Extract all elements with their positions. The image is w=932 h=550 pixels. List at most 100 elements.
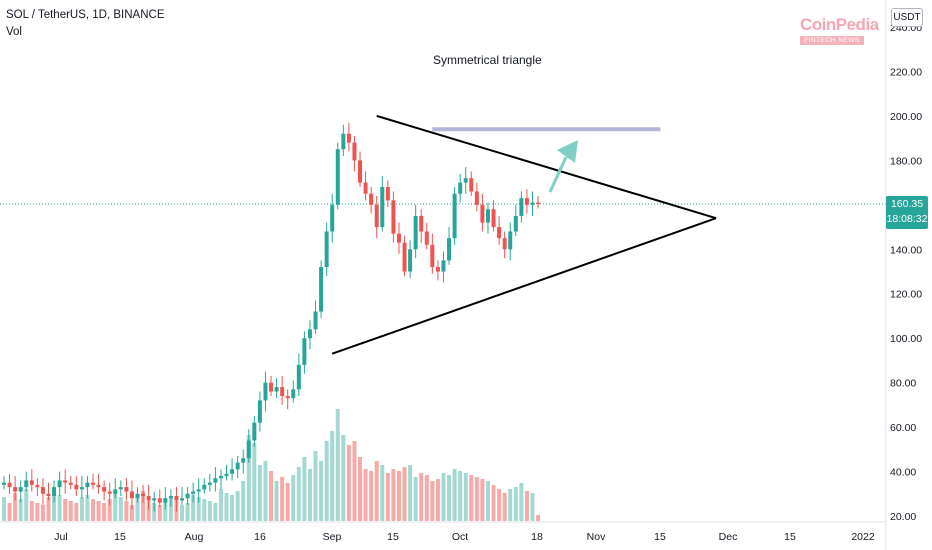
volume-bar (302, 457, 307, 521)
candle (524, 189, 529, 214)
candle (13, 475, 18, 501)
volume-bar (157, 505, 162, 521)
price-tick-label: 140.00 (890, 244, 922, 256)
candle-body (135, 493, 140, 499)
price-tick-label: 40.00 (890, 467, 916, 479)
candle (319, 260, 324, 319)
price-tick-label: 120.00 (890, 289, 922, 301)
volume-bar (430, 481, 435, 521)
breakout-arrow (548, 140, 578, 193)
candle (530, 191, 535, 216)
candle-body (2, 482, 6, 485)
candle (369, 187, 374, 214)
candle-body (107, 491, 112, 494)
currency-unit-badge[interactable]: USDT (891, 8, 923, 27)
candle (352, 135, 357, 172)
volume-bar (358, 457, 363, 521)
candle-body (146, 495, 151, 501)
candle-body (352, 142, 357, 161)
candle-body (218, 475, 223, 479)
volume-bar (230, 495, 235, 521)
time-tick-label: Jul (54, 531, 67, 543)
volume-bar (91, 499, 96, 521)
candle (491, 200, 496, 232)
volume-bar (341, 435, 346, 521)
volume-bar (413, 477, 418, 521)
candle (363, 171, 368, 201)
candle (96, 473, 101, 494)
candle-body (502, 238, 507, 250)
candle (285, 389, 290, 410)
candle-body (141, 493, 146, 496)
trendline (376, 114, 717, 220)
volume-bar (485, 481, 490, 521)
candle (441, 251, 446, 283)
candle-body (91, 482, 96, 485)
candle (168, 489, 173, 508)
candle (118, 480, 123, 496)
candle (313, 300, 318, 334)
candle-body (474, 191, 479, 205)
trendline (331, 217, 717, 355)
volume-bar (324, 441, 329, 521)
candlesticks (2, 122, 541, 512)
symbol-title[interactable]: SOL / TetherUS, 1D, BINANCE (6, 9, 165, 21)
candle (174, 487, 179, 512)
resistance-zone (432, 127, 661, 132)
candle-body (458, 182, 463, 194)
candle-body (118, 487, 123, 490)
candle (157, 489, 162, 508)
volume-bar (102, 503, 107, 521)
candle (335, 142, 340, 210)
candle (40, 478, 45, 505)
candle (57, 471, 62, 496)
volume-bar (508, 489, 513, 521)
candle-body (280, 387, 285, 396)
time-tick-label: Dec (719, 531, 738, 543)
volume-bar (18, 499, 23, 521)
volume-bar (519, 483, 524, 521)
volume-bar (68, 501, 73, 521)
price-tick-label: 220.00 (890, 66, 922, 78)
volume-bar (296, 467, 301, 521)
candle-body (291, 389, 296, 399)
candle-body (319, 267, 324, 312)
volume-bar (513, 487, 518, 521)
candle-body (163, 498, 168, 503)
candle-body (79, 487, 84, 490)
candle (180, 487, 185, 505)
candle-body (363, 182, 368, 194)
price-tick-label: 20.00 (890, 511, 916, 523)
candle-body (168, 495, 173, 499)
candle (391, 191, 396, 243)
candle (207, 473, 212, 492)
time-tick-label: Sep (323, 531, 342, 543)
volume-bar (152, 503, 157, 521)
candle (202, 478, 207, 494)
volume-bar (118, 497, 123, 521)
candle-body (341, 133, 346, 150)
candle (463, 167, 468, 194)
candle (385, 180, 390, 208)
volume-bar (441, 473, 446, 521)
price-axis-ticks: 20.00 40.00 60.00 80.00 100.00 120.00 140.00 16… (890, 22, 922, 523)
volume-bar (141, 491, 146, 521)
volume-bar (135, 495, 140, 521)
volume-bar (257, 465, 262, 521)
candle-body (402, 242, 407, 272)
candle (129, 480, 134, 510)
candle (107, 482, 112, 505)
candle-body (358, 160, 363, 183)
candle (52, 480, 57, 503)
volume-bar (385, 473, 390, 521)
candle-body (380, 187, 385, 228)
volume-indicator-label[interactable]: Vol (6, 26, 22, 38)
candle (374, 195, 379, 239)
time-tick-label: 15 (387, 531, 399, 543)
candle (435, 260, 440, 281)
candle-body (441, 260, 446, 272)
candle (307, 320, 312, 350)
candle (508, 222, 513, 261)
candle-body (330, 204, 335, 232)
